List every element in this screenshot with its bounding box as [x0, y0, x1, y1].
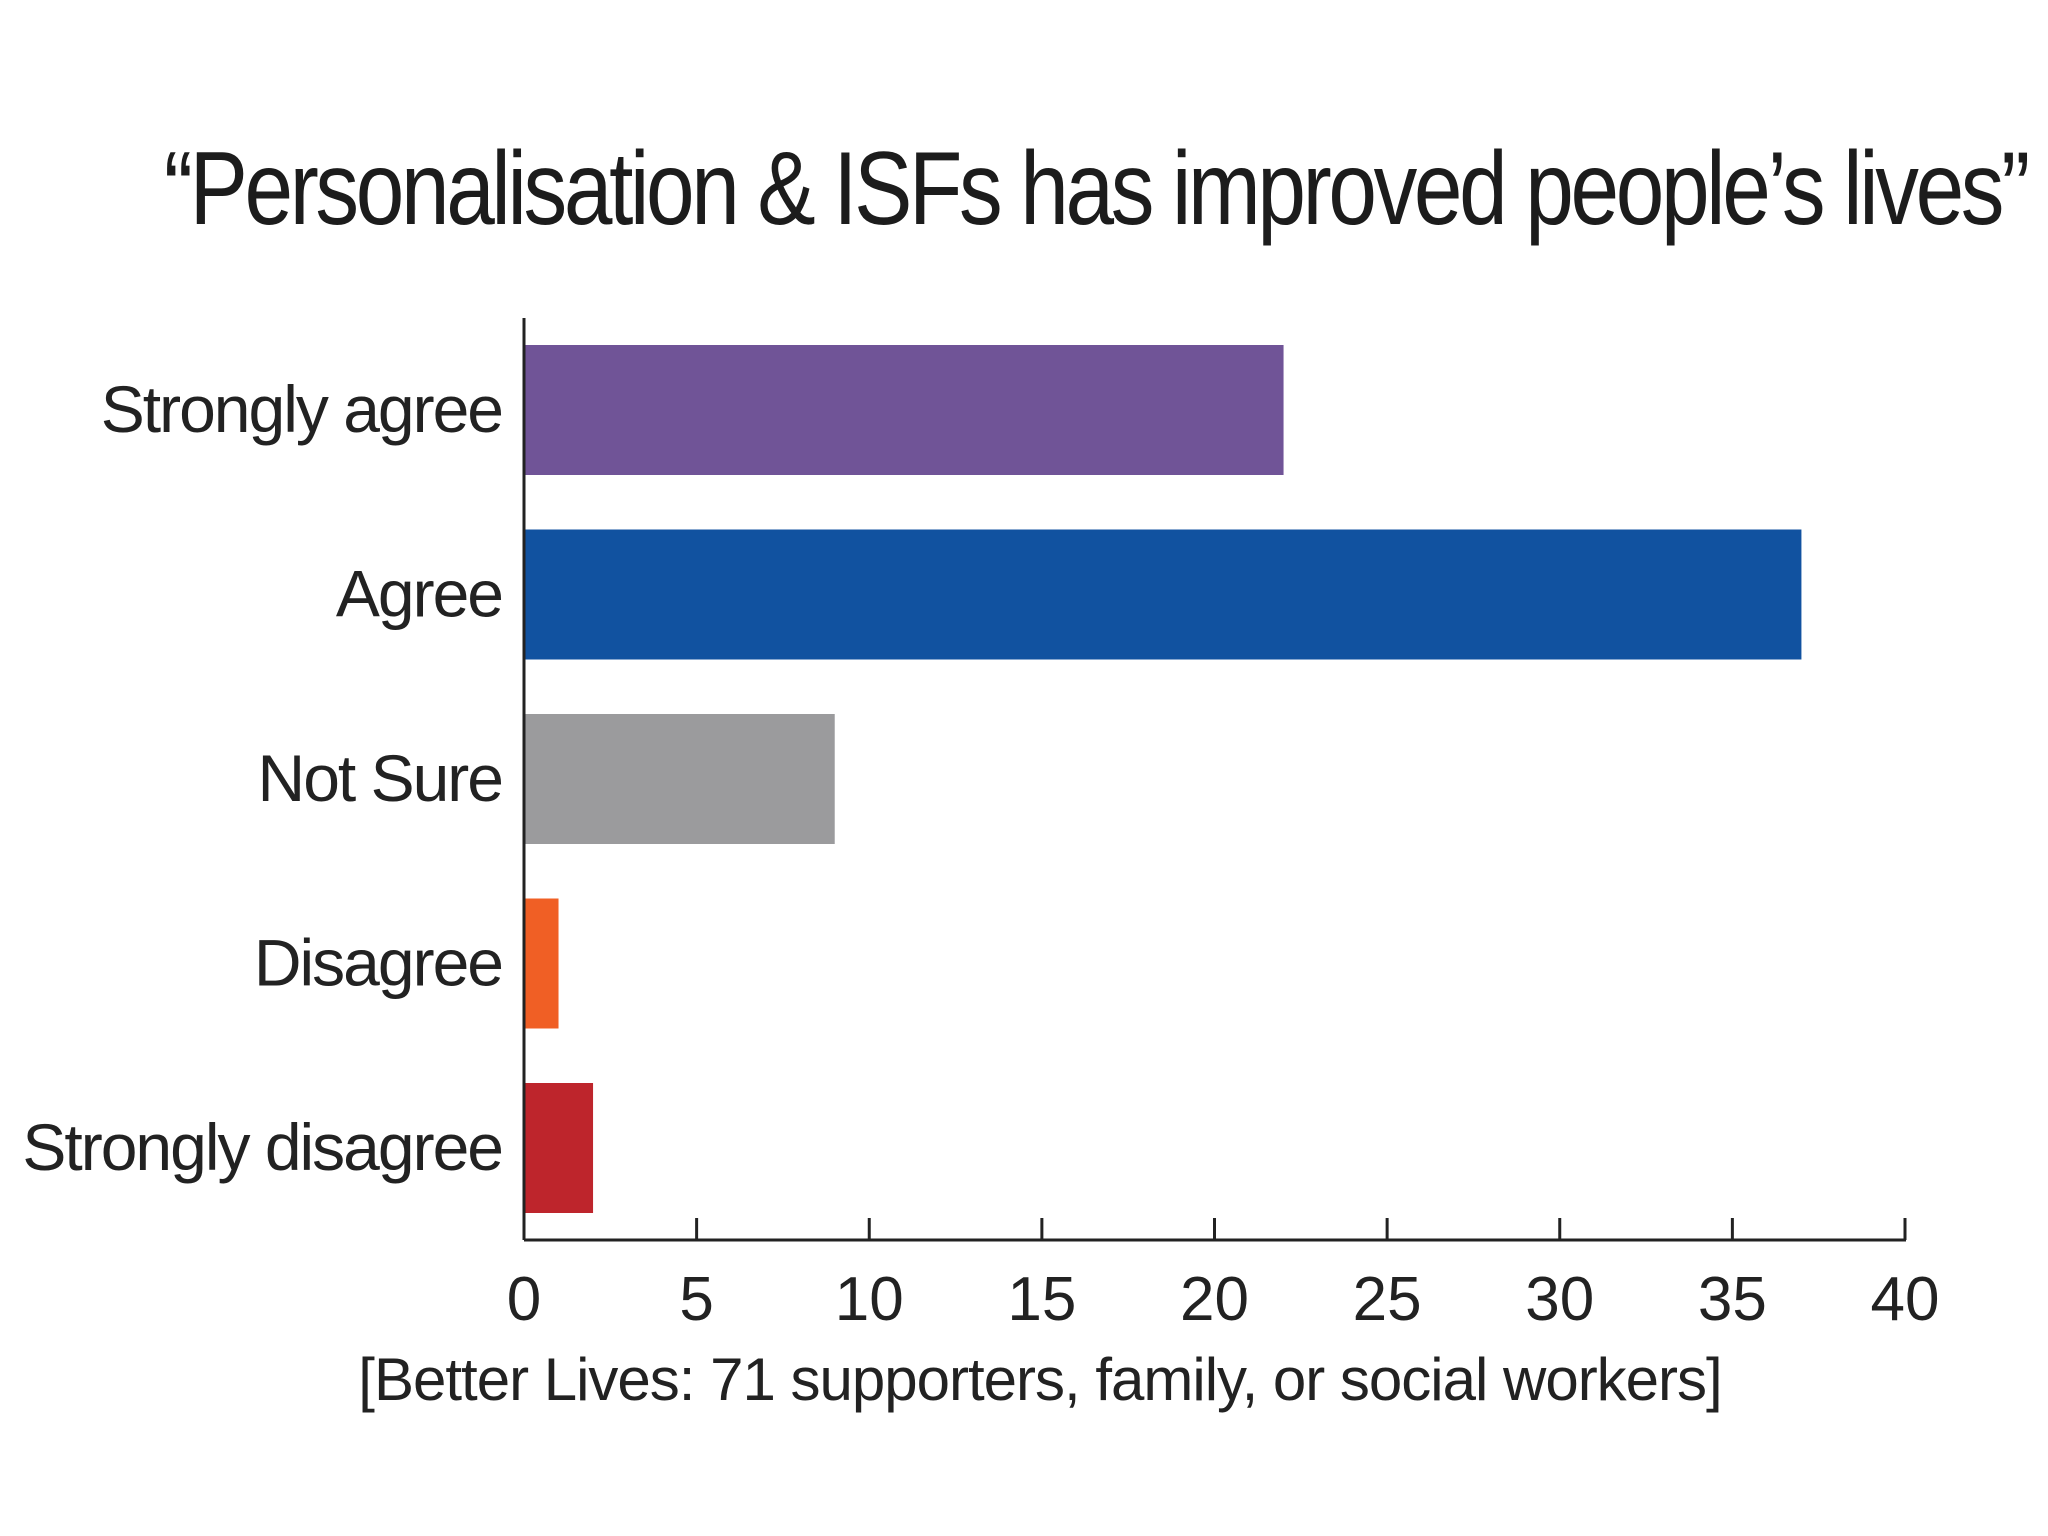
bar-strongly-agree: [524, 345, 1284, 475]
category-label-strongly-disagree: Strongly disagree: [22, 1110, 502, 1184]
x-tick-label-30: 30: [1525, 1265, 1594, 1334]
bar-agree: [524, 529, 1802, 660]
x-tick-label-25: 25: [1353, 1265, 1422, 1334]
x-tick-label-15: 15: [1007, 1265, 1076, 1334]
bar-strongly-disagree: [524, 1083, 594, 1213]
chart-title: “Personalisation & ISFs has improved peo…: [163, 131, 2030, 247]
x-tick-label-0: 0: [507, 1265, 541, 1334]
x-tick-label-20: 20: [1180, 1265, 1249, 1334]
x-tick-label-5: 5: [679, 1265, 713, 1334]
x-tick-label-10: 10: [835, 1265, 904, 1334]
bars-layer: [524, 345, 1802, 1213]
bar-not-sure: [524, 714, 835, 844]
category-label-strongly-agree: Strongly agree: [101, 372, 502, 446]
category-label-agree: Agree: [336, 557, 502, 631]
bar-disagree: [524, 898, 559, 1029]
category-label-disagree: Disagree: [254, 926, 502, 1000]
category-labels: Strongly agree Agree Not Sure Disagree Stron…: [22, 372, 504, 1184]
category-label-not-sure: Not Sure: [258, 741, 502, 815]
x-axis-label: [Better Lives: 71 supporters, family, or…: [358, 1346, 1721, 1413]
x-tick-label-35: 35: [1698, 1265, 1767, 1334]
x-axis-ticks: 0 5 10 15 20 25 30 35 40: [507, 1218, 1940, 1334]
x-tick-label-40: 40: [1871, 1265, 1940, 1334]
